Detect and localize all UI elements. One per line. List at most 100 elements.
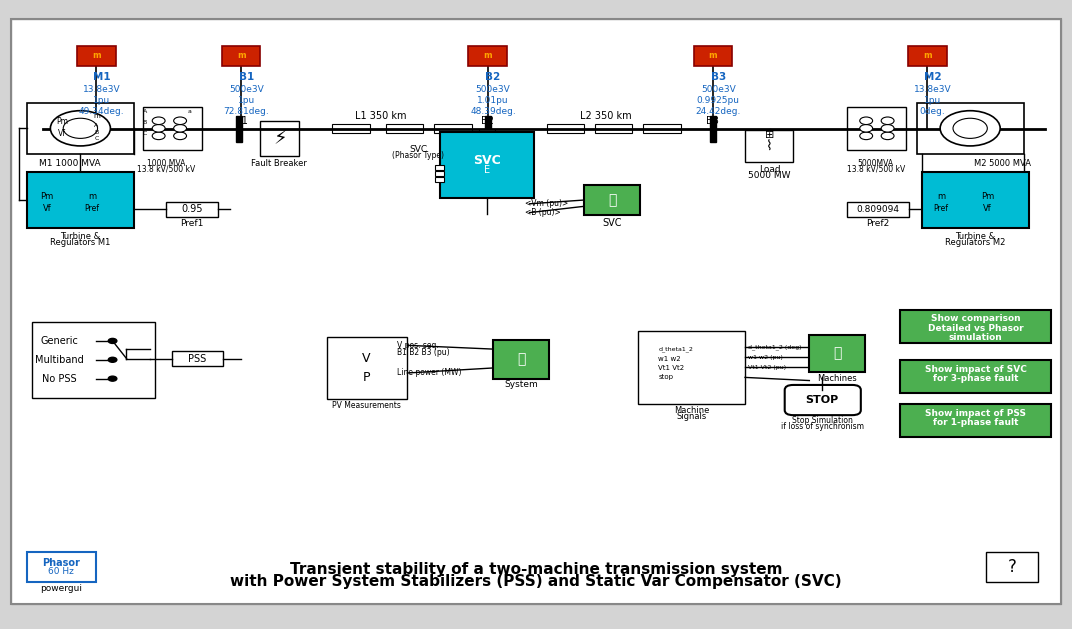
FancyBboxPatch shape [900, 310, 1051, 343]
Text: ⬜: ⬜ [517, 352, 525, 366]
FancyBboxPatch shape [908, 46, 947, 66]
Text: PV Measurements: PV Measurements [332, 401, 401, 410]
FancyBboxPatch shape [479, 142, 495, 148]
Circle shape [881, 132, 894, 140]
FancyBboxPatch shape [77, 46, 116, 66]
Text: Transient stability of a two-machine transmission system: Transient stability of a two-machine tra… [289, 562, 783, 577]
Text: Vt1 Vt2: Vt1 Vt2 [658, 365, 684, 371]
Text: for 1-phase fault: for 1-phase fault [933, 418, 1018, 427]
Text: 500e3V: 500e3V [701, 85, 735, 94]
Circle shape [50, 111, 110, 146]
FancyBboxPatch shape [386, 124, 423, 133]
Circle shape [152, 125, 165, 132]
Text: B: B [94, 130, 99, 135]
Text: ⌇: ⌇ [766, 139, 773, 153]
FancyBboxPatch shape [27, 172, 134, 228]
Circle shape [174, 117, 187, 125]
Text: Fault Breaker: Fault Breaker [251, 159, 307, 168]
Circle shape [152, 117, 165, 125]
Text: 5000 MW: 5000 MW [748, 171, 791, 180]
Text: B1 B2 B3 (pu): B1 B2 B3 (pu) [397, 348, 449, 357]
Text: Detailed vs Phasor: Detailed vs Phasor [927, 324, 1024, 333]
FancyBboxPatch shape [260, 121, 299, 156]
FancyBboxPatch shape [745, 130, 793, 162]
Text: Machines: Machines [817, 374, 858, 383]
Text: B2: B2 [486, 72, 501, 82]
FancyBboxPatch shape [236, 116, 242, 142]
Text: simulation: simulation [949, 333, 1002, 342]
FancyBboxPatch shape [468, 46, 507, 66]
Circle shape [108, 357, 117, 362]
Circle shape [174, 125, 187, 132]
Circle shape [860, 117, 873, 125]
Text: Show impact of SVC: Show impact of SVC [924, 365, 1027, 374]
FancyBboxPatch shape [479, 135, 495, 142]
FancyBboxPatch shape [643, 124, 681, 133]
Circle shape [940, 111, 1000, 146]
Text: PSS: PSS [188, 353, 207, 364]
FancyBboxPatch shape [435, 165, 444, 170]
Text: ⊞: ⊞ [765, 130, 774, 140]
Text: 49.34deg.: 49.34deg. [79, 108, 124, 116]
Text: m: m [93, 113, 100, 120]
Text: System: System [504, 381, 538, 389]
FancyBboxPatch shape [327, 337, 407, 399]
FancyBboxPatch shape [166, 202, 218, 217]
Text: Vf: Vf [58, 130, 66, 138]
Text: V: V [362, 352, 371, 365]
Circle shape [953, 118, 987, 138]
FancyBboxPatch shape [479, 129, 495, 135]
Text: m: m [709, 52, 717, 60]
Text: m: m [483, 52, 492, 60]
Text: L2 350 km: L2 350 km [580, 111, 631, 121]
Text: Pref2: Pref2 [866, 219, 890, 228]
FancyBboxPatch shape [485, 116, 491, 142]
Text: 60 Hz: 60 Hz [48, 567, 74, 576]
Circle shape [108, 338, 117, 343]
Text: Pm: Pm [981, 192, 994, 201]
Circle shape [860, 125, 873, 132]
Text: C: C [94, 136, 99, 141]
Text: if loss of synchronism: if loss of synchronism [780, 422, 864, 431]
Text: C: C [143, 131, 147, 136]
Text: w1 w2 (pu): w1 w2 (pu) [748, 355, 784, 360]
Text: B2: B2 [481, 116, 494, 126]
Text: ⬜: ⬜ [608, 193, 616, 207]
FancyBboxPatch shape [440, 132, 534, 198]
Text: 0deg.: 0deg. [920, 108, 946, 116]
Text: ⚡: ⚡ [273, 130, 286, 148]
FancyBboxPatch shape [595, 124, 632, 133]
FancyBboxPatch shape [847, 107, 906, 150]
Text: Line power (MW): Line power (MW) [397, 369, 461, 377]
FancyBboxPatch shape [172, 351, 223, 366]
Text: 48.39deg.: 48.39deg. [471, 108, 516, 116]
Text: Phasor: Phasor [42, 558, 80, 568]
Text: Pm: Pm [41, 192, 54, 201]
Text: 5000MVA: 5000MVA [858, 159, 894, 168]
Text: 500e3V: 500e3V [229, 85, 264, 94]
FancyBboxPatch shape [638, 331, 745, 404]
Text: Regulators M1: Regulators M1 [50, 238, 110, 247]
Text: 0.95: 0.95 [181, 204, 203, 214]
FancyBboxPatch shape [710, 116, 716, 142]
Text: L1 350 km: L1 350 km [355, 111, 406, 121]
FancyBboxPatch shape [27, 103, 134, 154]
Text: B3: B3 [711, 72, 726, 82]
Circle shape [63, 118, 98, 138]
Text: A: A [94, 123, 99, 128]
Text: P: P [363, 371, 370, 384]
Text: B1: B1 [235, 116, 248, 126]
Text: <Vm (pu)>: <Vm (pu)> [525, 199, 568, 208]
Text: Show impact of PSS: Show impact of PSS [925, 409, 1026, 418]
Text: No PSS: No PSS [42, 374, 76, 384]
FancyBboxPatch shape [222, 46, 260, 66]
FancyBboxPatch shape [900, 360, 1051, 393]
Text: Vt1 Vt2 (pu): Vt1 Vt2 (pu) [748, 365, 787, 370]
FancyBboxPatch shape [435, 177, 444, 182]
Text: 0.9925pu: 0.9925pu [697, 96, 740, 105]
Text: B3: B3 [706, 116, 719, 126]
Text: Generic: Generic [40, 336, 78, 346]
Text: E: E [483, 165, 490, 175]
FancyBboxPatch shape [32, 322, 155, 398]
Text: Stop Simulation: Stop Simulation [792, 416, 852, 425]
